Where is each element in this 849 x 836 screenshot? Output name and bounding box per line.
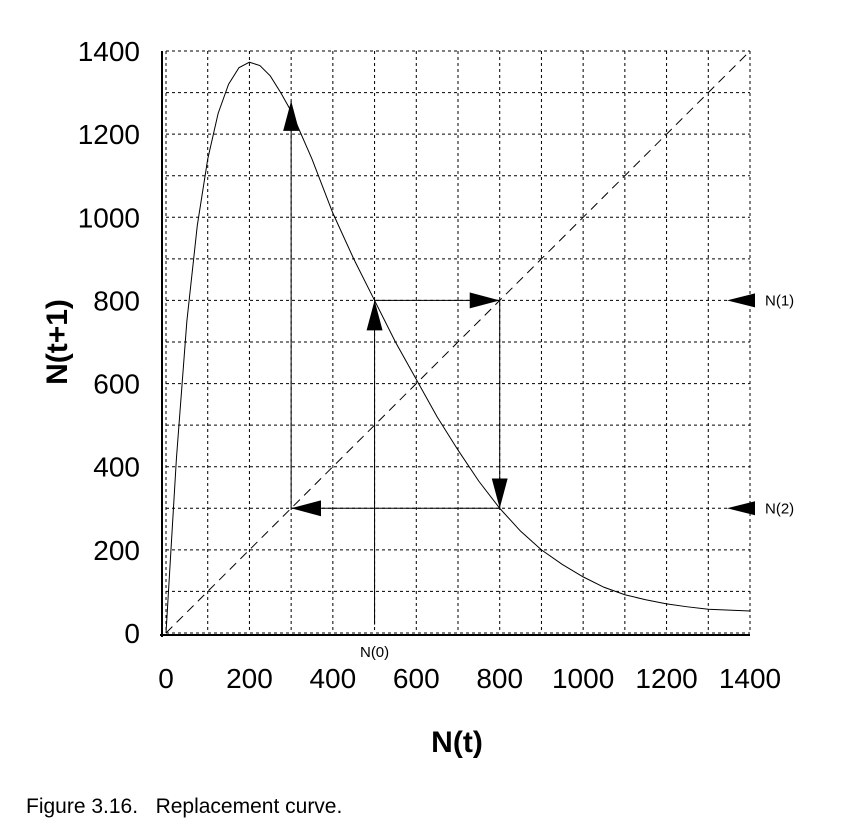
y-tick-label: 800 [93, 285, 140, 316]
y-tick-label: 400 [93, 452, 140, 483]
annotation-n0: N(0) [360, 644, 389, 661]
x-tick-label: 600 [393, 663, 440, 694]
y-tick-label: 0 [124, 618, 140, 649]
x-axis-label: N(t) [431, 726, 483, 759]
axes [160, 51, 750, 637]
x-tick-label: 200 [226, 663, 273, 694]
figure-caption: Figure 3.16. Replacement curve. [26, 795, 343, 818]
annotation-n1: N(1) [765, 292, 794, 309]
y-tick-label: 1200 [78, 119, 140, 150]
y-tick-label: 200 [93, 535, 140, 566]
y-axis-label: N(t+1) [41, 299, 74, 385]
y-tick-label: 600 [93, 369, 140, 400]
replacement-curve [165, 61, 751, 634]
marker-arrow [727, 501, 755, 516]
x-tick-label: 0 [158, 663, 174, 694]
cobweb-arrows [283, 100, 508, 625]
series-layer [165, 50, 751, 634]
labels: 0 200 400 600 800 1000 1200 1400 0 200 400 600 800 10… [41, 36, 794, 759]
x-tick-label: 1000 [552, 663, 614, 694]
x-tick-label: 1200 [635, 663, 697, 694]
y-tick-label: 1000 [78, 202, 140, 233]
marker-arrow [727, 293, 755, 308]
x-tick-label: 400 [309, 663, 356, 694]
y-tick-label: 1400 [78, 36, 140, 67]
x-tick-label: 800 [476, 663, 523, 694]
replacement-curve-chart: 0 200 400 600 800 1000 1200 1400 0 200 400 600 800 10… [41, 36, 794, 759]
annotation-n2: N(2) [765, 500, 794, 517]
identity-line [165, 50, 751, 634]
x-tick-label: 1400 [719, 663, 781, 694]
